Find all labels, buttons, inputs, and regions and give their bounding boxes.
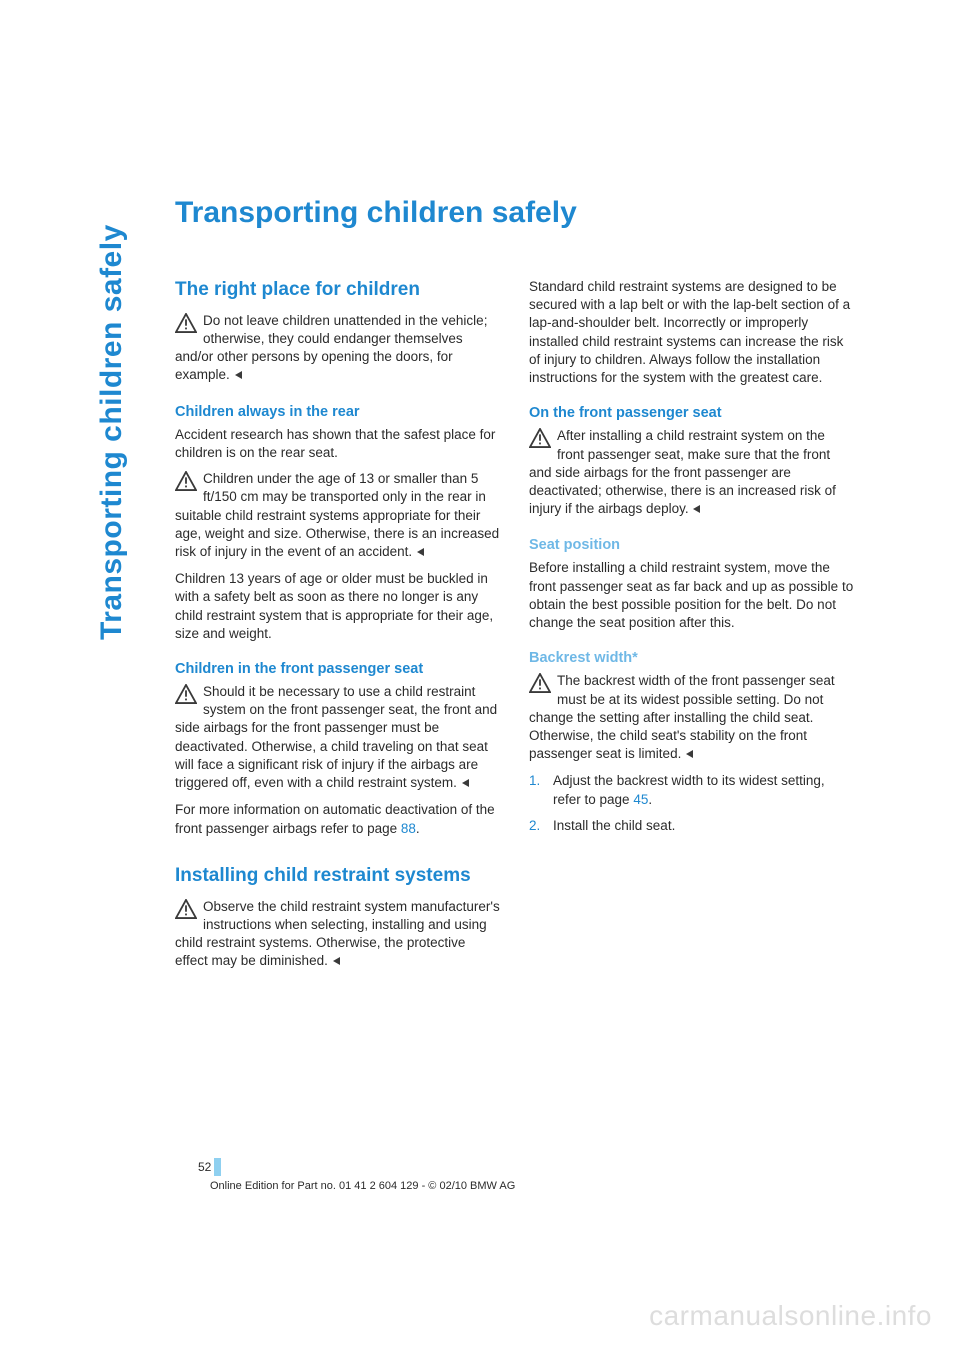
page-number-bar: [214, 1158, 221, 1176]
sidebar-section-title: Transporting children safely: [95, 224, 129, 640]
warning-icon: [175, 684, 197, 704]
list-number: 1.: [529, 772, 540, 790]
list-item: 1. Adjust the backrest width to its wide…: [529, 772, 855, 808]
text-fragment: .: [648, 792, 652, 807]
warning-paragraph: Children under the age of 13 or smaller …: [175, 470, 501, 562]
warning-text: Should it be necessary to use a child re…: [175, 684, 497, 790]
warning-icon: [175, 899, 197, 919]
text-fragment: Adjust the backrest width to its widest …: [553, 773, 825, 806]
end-mark-icon: [692, 501, 702, 519]
text-fragment: For more information on automatic deacti…: [175, 802, 495, 835]
text-fragment: .: [416, 821, 420, 836]
right-column: Standard child restraint systems are des…: [529, 278, 855, 979]
warning-text: After installing a child restraint syste…: [529, 428, 836, 516]
warning-icon: [529, 673, 551, 693]
warning-icon: [175, 471, 197, 491]
section-heading: The right place for children: [175, 278, 501, 302]
section-heading: Installing child restraint systems: [175, 864, 501, 888]
warning-paragraph: After installing a child restraint syste…: [529, 427, 855, 519]
end-mark-icon: [685, 746, 695, 764]
subsection-heading-light: Seat position: [529, 537, 855, 553]
end-mark-icon: [234, 367, 244, 385]
subsection-heading: Children always in the rear: [175, 404, 501, 420]
warning-text: The backrest width of the front passenge…: [529, 673, 835, 761]
left-column: The right place for children Do not leav…: [175, 278, 501, 979]
warning-text: Do not leave children unattended in the …: [175, 313, 487, 383]
page-reference-link[interactable]: 45: [633, 792, 648, 807]
list-number: 2.: [529, 817, 540, 835]
warning-paragraph: Observe the child restraint system manuf…: [175, 898, 501, 972]
subsection-heading: Children in the front passenger seat: [175, 661, 501, 677]
end-mark-icon: [461, 775, 471, 793]
subsection-heading: On the front passenger seat: [529, 405, 855, 421]
footer-text: Online Edition for Part no. 01 41 2 604 …: [210, 1180, 515, 1192]
page-reference-link[interactable]: 88: [401, 821, 416, 836]
warning-icon: [529, 428, 551, 448]
warning-paragraph: Do not leave children unattended in the …: [175, 312, 501, 386]
watermark-text: carmanualsonline.info: [649, 1300, 932, 1332]
warning-paragraph: The backrest width of the front passenge…: [529, 672, 855, 764]
page: Transporting children safely Transportin…: [0, 0, 960, 1358]
warning-text: Children under the age of 13 or smaller …: [175, 471, 499, 559]
subsection-heading-light: Backrest width*: [529, 650, 855, 666]
list-item-text: Install the child seat.: [553, 818, 675, 833]
warning-paragraph: Should it be necessary to use a child re…: [175, 683, 501, 793]
warning-icon: [175, 313, 197, 333]
body-paragraph: Children 13 years of age or older must b…: [175, 570, 501, 643]
page-title: Transporting children safely: [175, 196, 855, 230]
two-column-layout: The right place for children Do not leav…: [175, 278, 855, 979]
page-number: 52: [198, 1160, 214, 1176]
body-paragraph: For more information on automatic deacti…: [175, 801, 501, 837]
body-paragraph: Before installing a child restraint syst…: [529, 559, 855, 632]
body-paragraph: Accident research has shown that the saf…: [175, 426, 501, 462]
list-item: 2. Install the child seat.: [529, 817, 855, 835]
page-number-box: 52: [198, 1158, 221, 1176]
end-mark-icon: [416, 544, 426, 562]
body-paragraph: Standard child restraint systems are des…: [529, 278, 855, 387]
content-area: Transporting children safely The right p…: [175, 196, 855, 979]
end-mark-icon: [332, 953, 342, 971]
